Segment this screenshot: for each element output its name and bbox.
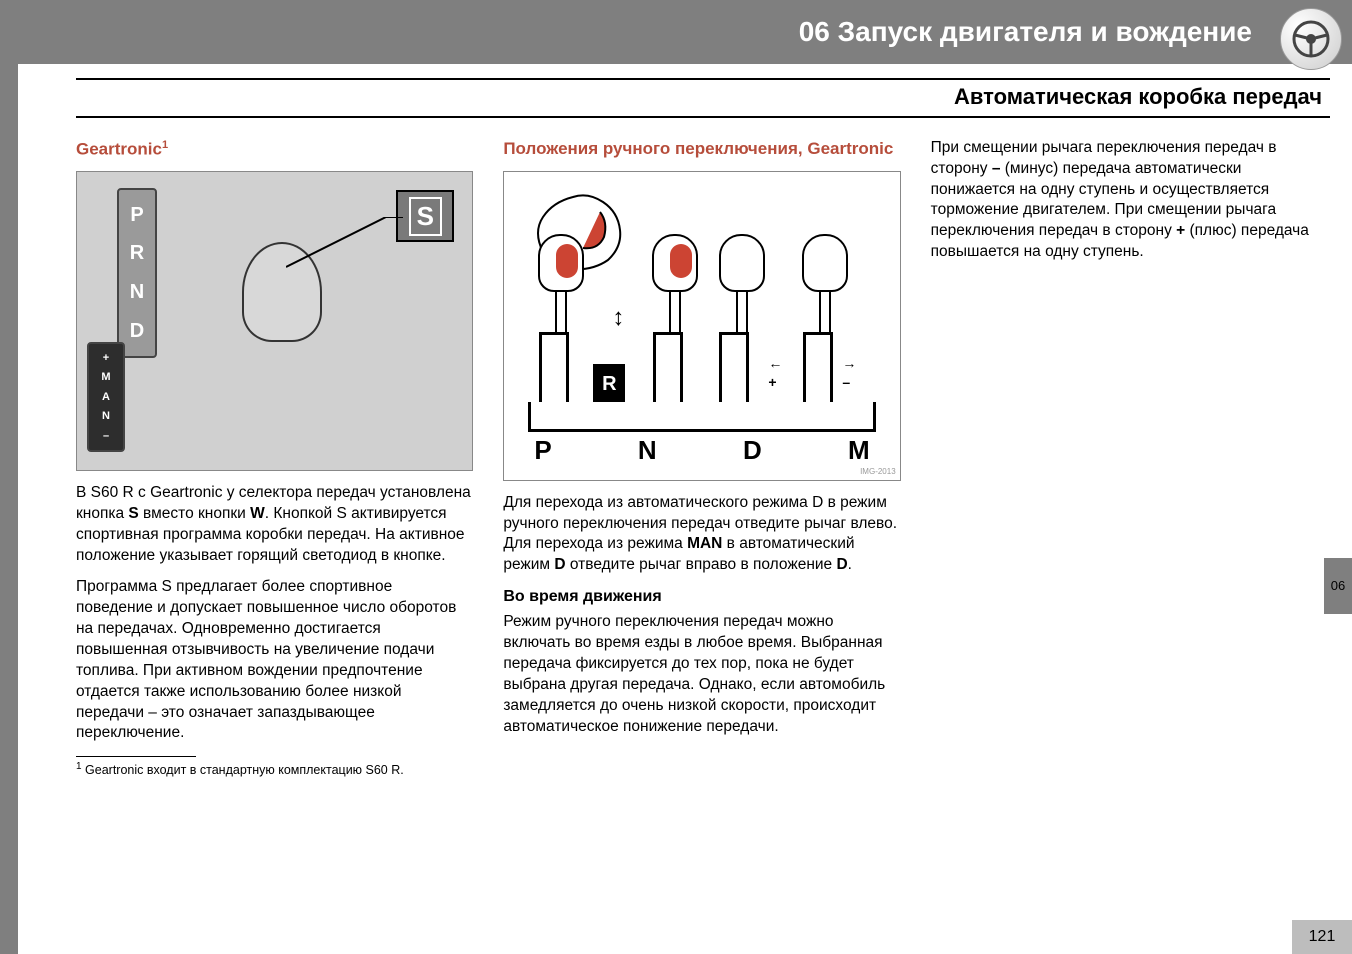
gear-p: P	[130, 202, 143, 229]
column-1: Geartronic1 P R N D + M A N –	[76, 138, 473, 779]
man-minus: –	[103, 431, 109, 442]
figure-id-tag: IMG-2013	[860, 467, 896, 478]
figure-manual-positions: R ↕ ←+ →– P N D M IMG-2013	[503, 171, 900, 481]
col1-heading-sup: 1	[162, 139, 168, 151]
col3-p1: При смещении рычага переключения передач…	[931, 138, 1328, 264]
steering-wheel-icon	[1280, 8, 1342, 70]
col2-heading: Положения ручного переключения, Geartron…	[503, 138, 900, 161]
man-n: N	[102, 411, 110, 422]
col1-heading-text: Geartronic	[76, 139, 162, 158]
label-m: M	[848, 433, 870, 468]
callout-line	[286, 217, 406, 277]
col1-p2: Программа S предлагает более спортивное …	[76, 577, 473, 744]
updown-arrows-icon: ↕	[612, 302, 624, 334]
gear-r: R	[130, 240, 144, 267]
gear-n: N	[130, 279, 144, 306]
chapter-title: 06 Запуск двигателя и вождение	[799, 13, 1252, 51]
col1-p1: В S60 R с Geartronic у селектора передач…	[76, 483, 473, 567]
label-n: N	[638, 433, 657, 468]
col2-p2: Режим ручного переключения передач можно…	[503, 612, 900, 738]
r-notch: R	[593, 364, 625, 402]
section-tab: 06	[1324, 558, 1352, 614]
footnote-rule	[76, 756, 196, 757]
col2-p1: Для перехода из автоматического режима D…	[503, 493, 900, 577]
col2-h4: Во время движения	[503, 586, 900, 608]
s-badge-label: S	[409, 197, 442, 236]
col1-footnote: 1 Geartronic входит в стандартную компле…	[76, 761, 473, 779]
section-subheader: Автоматическая коробка передач	[76, 78, 1330, 118]
gear-d: D	[130, 318, 144, 345]
page-number: 121	[1292, 920, 1352, 954]
prnd-indicator: P R N D	[117, 188, 157, 358]
plus-arrow: ←+	[768, 354, 782, 392]
figure-geartronic-shifter: P R N D + M A N – S	[76, 171, 473, 471]
shift-track: R	[528, 402, 875, 432]
label-p: P	[534, 433, 551, 468]
chapter-header: 06 Запуск двигателя и вождение	[0, 0, 1352, 64]
column-3: При смещении рычага переключения передач…	[931, 138, 1328, 779]
pndm-labels: P N D M	[528, 433, 875, 468]
man-a: A	[102, 392, 110, 403]
label-d: D	[743, 433, 762, 468]
col1-heading: Geartronic1	[76, 138, 473, 162]
left-margin-rail	[0, 64, 18, 954]
minus-arrow: →–	[842, 354, 856, 392]
man-plus: +	[103, 353, 109, 364]
man-indicator: + M A N –	[87, 342, 125, 452]
man-m: M	[101, 372, 110, 383]
content-columns: Geartronic1 P R N D + M A N –	[0, 126, 1352, 791]
column-2: Положения ручного переключения, Geartron…	[503, 138, 900, 779]
